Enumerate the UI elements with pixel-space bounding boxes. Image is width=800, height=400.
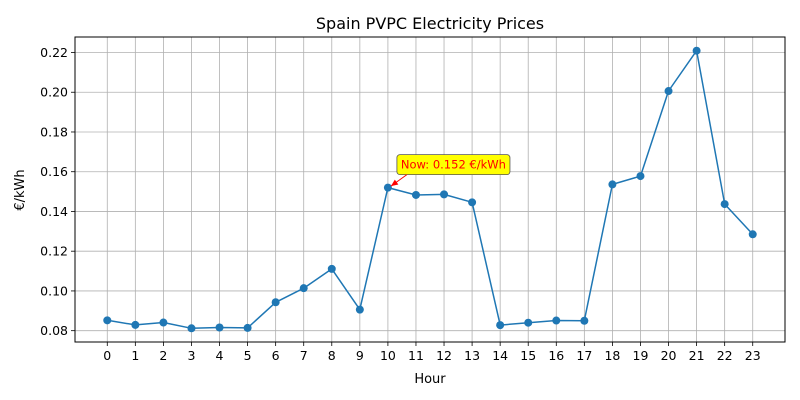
x-tick-label: 12 — [436, 348, 452, 363]
data-point — [327, 264, 336, 273]
data-point — [692, 46, 701, 55]
x-tick-label: 0 — [103, 348, 111, 363]
x-tick-label: 19 — [633, 348, 649, 363]
y-axis-ticks: 0.08 0.10 0.12 0.14 0.16 0.18 0.20 0.22 — [40, 45, 75, 338]
x-tick-label: 4 — [216, 348, 224, 363]
x-tick-label: 14 — [492, 348, 508, 363]
data-point — [496, 321, 505, 330]
x-tick-label: 23 — [745, 348, 761, 363]
x-tick-label: 3 — [187, 348, 195, 363]
x-tick-label: 6 — [272, 348, 280, 363]
data-point — [187, 324, 196, 333]
x-tick-label: 1 — [131, 348, 139, 363]
x-tick-label: 17 — [576, 348, 592, 363]
x-tick-label: 15 — [520, 348, 536, 363]
data-point — [411, 190, 420, 199]
data-point — [299, 284, 308, 293]
y-tick-label: 0.20 — [40, 85, 68, 100]
annotation-now: Now: 0.152 €/kWh — [390, 154, 511, 187]
x-tick-label: 7 — [300, 348, 308, 363]
x-tick-label: 5 — [244, 348, 252, 363]
chart-title: Spain PVPC Electricity Prices — [316, 14, 544, 33]
x-tick-label: 2 — [159, 348, 167, 363]
data-point — [608, 180, 617, 189]
y-tick-label: 0.14 — [40, 204, 68, 219]
x-axis-ticks: 0 1 2 3 4 5 6 7 8 9 10 11 12 13 14 15 16 17 18 19 20 21 22 23 — [103, 342, 761, 363]
data-point — [131, 320, 140, 329]
data-point — [468, 198, 477, 207]
x-tick-label: 10 — [380, 348, 396, 363]
data-point — [383, 183, 392, 192]
data-point — [271, 298, 280, 307]
x-tick-label: 16 — [548, 348, 564, 363]
data-point — [748, 230, 757, 239]
annotation-text: Now: 0.152 €/kWh — [401, 158, 506, 172]
data-point — [243, 323, 252, 332]
data-point — [580, 316, 589, 325]
data-point — [440, 190, 449, 199]
grid — [75, 37, 785, 342]
plot-frame — [74, 36, 786, 343]
x-axis-label: Hour — [414, 372, 446, 387]
series-price — [103, 46, 757, 333]
data-point — [720, 200, 729, 209]
x-tick-label: 22 — [717, 348, 733, 363]
data-point — [524, 318, 533, 327]
y-tick-label: 0.08 — [40, 323, 68, 338]
x-tick-label: 8 — [328, 348, 336, 363]
series-line — [107, 49, 754, 330]
data-point — [103, 316, 112, 325]
x-tick-label: 20 — [661, 348, 677, 363]
annotation-box — [396, 154, 511, 176]
y-axis-label: €/kWh — [13, 169, 28, 210]
annotation-arrowhead — [390, 179, 399, 187]
data-point — [636, 172, 645, 181]
x-tick-label: 13 — [464, 348, 480, 363]
data-point — [215, 323, 224, 332]
x-tick-label: 18 — [604, 348, 620, 363]
data-point — [355, 305, 364, 314]
x-tick-label: 9 — [356, 348, 364, 363]
data-point — [159, 318, 168, 327]
y-tick-label: 0.10 — [40, 283, 68, 298]
x-tick-label: 11 — [408, 348, 424, 363]
y-tick-label: 0.22 — [40, 45, 68, 60]
y-tick-label: 0.18 — [40, 124, 68, 139]
data-point — [664, 87, 673, 96]
y-tick-label: 0.12 — [40, 244, 68, 259]
y-tick-label: 0.16 — [40, 164, 68, 179]
data-point — [552, 316, 561, 325]
x-tick-label: 21 — [689, 348, 705, 363]
